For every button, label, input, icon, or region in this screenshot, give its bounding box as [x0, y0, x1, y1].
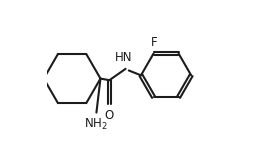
Text: O: O [105, 109, 114, 122]
Text: NH$_2$: NH$_2$ [84, 117, 108, 132]
Text: HN: HN [114, 51, 132, 64]
Text: F: F [151, 36, 158, 49]
